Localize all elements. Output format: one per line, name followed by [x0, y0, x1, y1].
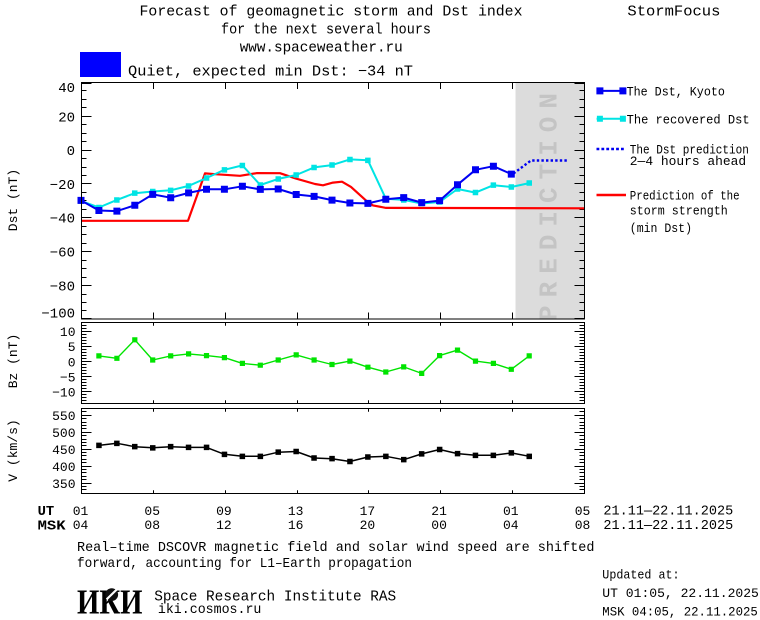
svg-text:(min Dst): (min Dst) [630, 222, 692, 236]
svg-text:01: 01 [73, 504, 89, 519]
svg-text:550: 550 [52, 409, 75, 424]
svg-text:05: 05 [144, 504, 160, 519]
svg-text:iki.cosmos.ru: iki.cosmos.ru [158, 603, 262, 618]
svg-text:Updated at:: Updated at: [602, 569, 679, 583]
svg-text:Quiet, expected min Dst: −34 n: Quiet, expected min Dst: −34 nT [128, 63, 413, 80]
svg-text:−20: −20 [50, 178, 75, 194]
svg-text:www.spaceweather.ru: www.spaceweather.ru [240, 41, 403, 57]
svg-text:for the next several hours: for the next several hours [221, 22, 431, 38]
svg-text:−10: −10 [52, 386, 75, 401]
svg-text:04: 04 [73, 518, 89, 533]
svg-text:20: 20 [58, 111, 75, 127]
svg-text:storm strength: storm strength [630, 205, 728, 219]
svg-text:The Dst prediction: The Dst prediction [630, 143, 749, 157]
svg-text:10: 10 [60, 325, 76, 340]
svg-text:MSK 04:05, 22.11.2025: MSK 04:05, 22.11.2025 [602, 606, 758, 620]
svg-text:V (km/s): V (km/s) [6, 419, 21, 481]
svg-text:40: 40 [58, 81, 75, 97]
svg-text:−40: −40 [50, 212, 75, 228]
svg-text:12: 12 [216, 518, 232, 533]
svg-text:Forecast of geomagnetic storm: Forecast of geomagnetic storm and Dst in… [140, 4, 523, 20]
svg-text:UT: UT [38, 505, 55, 520]
svg-text:−100: −100 [41, 307, 75, 323]
svg-text:5: 5 [68, 340, 76, 355]
svg-text:400: 400 [52, 460, 75, 475]
svg-text:Real–time DSCOVR magnetic fiel: Real–time DSCOVR magnetic field and sola… [77, 540, 594, 556]
svg-text:MSK: MSK [38, 520, 67, 535]
svg-text:09: 09 [216, 504, 232, 519]
svg-text:The Dst, Kyoto: The Dst, Kyoto [627, 86, 725, 100]
svg-text:Space Research Institute RAS: Space Research Institute RAS [154, 589, 396, 605]
svg-text:0: 0 [67, 144, 75, 160]
svg-text:16: 16 [288, 518, 304, 533]
svg-text:21.11—22.11.2025: 21.11—22.11.2025 [603, 519, 733, 534]
svg-text:00: 00 [431, 518, 447, 533]
svg-text:2—4 hours ahead: 2—4 hours ahead [630, 155, 746, 169]
svg-text:forward, accounting for L1–Ear: forward, accounting for L1–Earth propaga… [77, 556, 412, 572]
svg-text:21: 21 [431, 504, 447, 519]
svg-text:−60: −60 [50, 246, 75, 262]
svg-text:13: 13 [288, 504, 304, 519]
svg-text:500: 500 [52, 426, 75, 441]
svg-text:01: 01 [503, 504, 519, 519]
svg-text:Bz (nT): Bz (nT) [6, 334, 21, 389]
svg-text:350: 350 [52, 477, 75, 492]
svg-text:04: 04 [503, 518, 519, 533]
svg-text:08: 08 [144, 518, 160, 533]
svg-text:The recovered Dst: The recovered Dst [627, 113, 750, 127]
svg-text:Dst (nT): Dst (nT) [6, 169, 21, 231]
svg-text:450: 450 [52, 443, 75, 458]
svg-text:21.11—22.11.2025: 21.11—22.11.2025 [603, 505, 733, 520]
svg-text:−80: −80 [50, 279, 75, 295]
svg-text:20: 20 [360, 518, 376, 533]
svg-text:UT 01:05, 22.11.2025: UT 01:05, 22.11.2025 [602, 587, 759, 601]
svg-text:StormFocus: StormFocus [627, 4, 720, 20]
svg-text:−5: −5 [60, 370, 76, 385]
svg-text:Prediction of the: Prediction of the [630, 190, 740, 204]
svg-text:05: 05 [575, 504, 591, 519]
svg-text:PREDICTION: PREDICTION [535, 85, 565, 321]
svg-text:17: 17 [360, 504, 376, 519]
svg-text:08: 08 [575, 518, 591, 533]
svg-text:0: 0 [68, 355, 76, 370]
